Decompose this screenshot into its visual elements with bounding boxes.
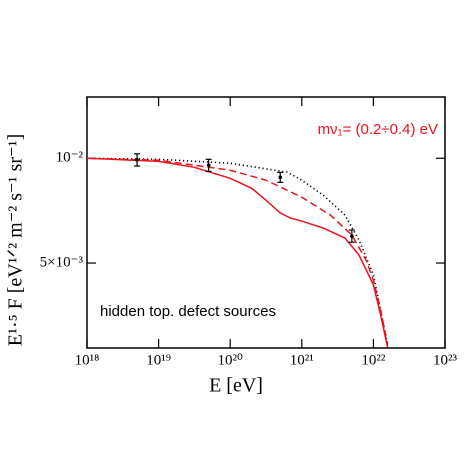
data-point — [206, 163, 211, 168]
x-tick-label: 10²² — [361, 352, 385, 368]
mass-annotation: mν₁= (0.2÷0.4) eV — [318, 121, 438, 138]
y-tick-label: 5×10⁻³ — [40, 254, 84, 270]
x-tick-label: 10¹⁹ — [146, 352, 171, 368]
y-tick-label: 10⁻² — [56, 150, 84, 166]
x-axis-label: E [eV] — [209, 375, 263, 397]
x-tick-label: 10¹⁸ — [75, 352, 100, 368]
x-tick-label: 10²¹ — [290, 352, 314, 368]
data-point — [350, 234, 354, 238]
curve — [86, 157, 389, 346]
data-point — [135, 158, 139, 162]
plot-frame — [86, 96, 446, 349]
x-tick-label: 10²³ — [433, 352, 457, 368]
x-tick-label: 10²⁰ — [217, 352, 243, 368]
source-annotation: hidden top. defect sources — [100, 303, 276, 320]
y-axis-label: E¹·⁵ F [eV¹ᐟ² m⁻² s⁻¹ sr⁻¹] — [5, 134, 27, 347]
data-point — [278, 175, 283, 180]
curve — [86, 157, 389, 345]
